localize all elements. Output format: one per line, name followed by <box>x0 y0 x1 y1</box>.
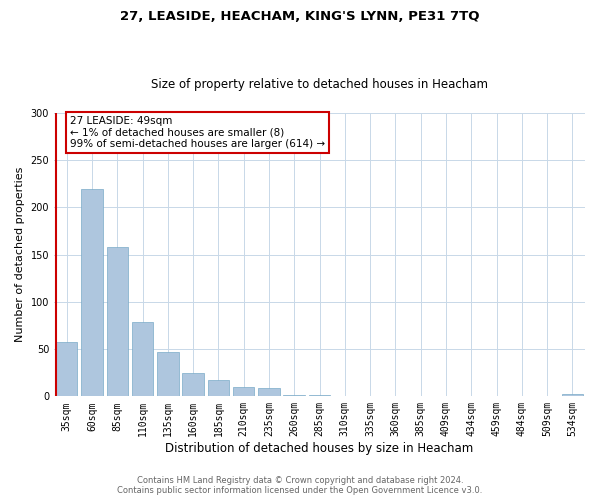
Bar <box>56 342 77 396</box>
Bar <box>233 387 254 396</box>
Bar <box>157 352 179 397</box>
Bar <box>107 247 128 396</box>
Bar <box>208 380 229 396</box>
Bar <box>258 388 280 396</box>
Bar <box>562 394 583 396</box>
Bar <box>81 188 103 396</box>
Text: Contains HM Land Registry data © Crown copyright and database right 2024.
Contai: Contains HM Land Registry data © Crown c… <box>118 476 482 495</box>
Text: 27, LEASIDE, HEACHAM, KING'S LYNN, PE31 7TQ: 27, LEASIDE, HEACHAM, KING'S LYNN, PE31 … <box>120 10 480 23</box>
Bar <box>182 372 204 396</box>
Bar <box>132 322 153 396</box>
Y-axis label: Number of detached properties: Number of detached properties <box>15 167 25 342</box>
Title: Size of property relative to detached houses in Heacham: Size of property relative to detached ho… <box>151 78 488 91</box>
X-axis label: Distribution of detached houses by size in Heacham: Distribution of detached houses by size … <box>166 442 473 455</box>
Text: 27 LEASIDE: 49sqm
← 1% of detached houses are smaller (8)
99% of semi-detached h: 27 LEASIDE: 49sqm ← 1% of detached house… <box>70 116 325 149</box>
